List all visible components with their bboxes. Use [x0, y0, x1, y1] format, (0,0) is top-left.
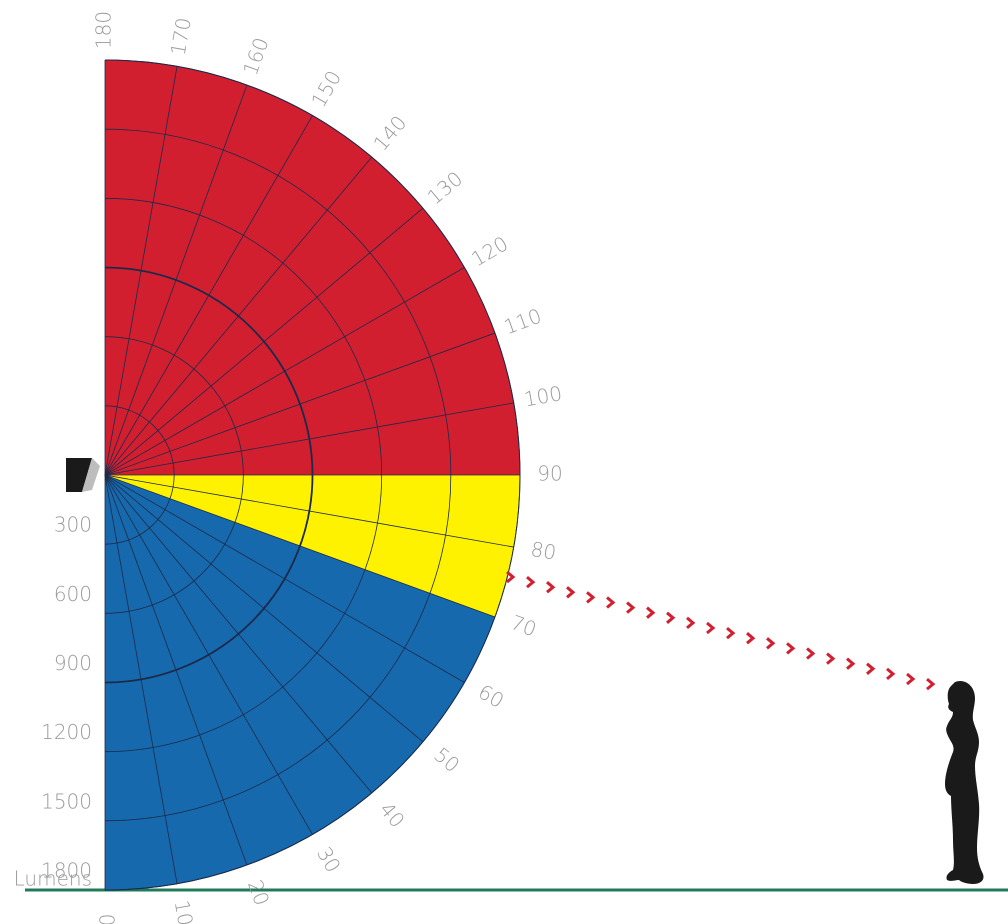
r-tick-label: 1500 — [41, 789, 92, 813]
radial-grid-line — [104, 474, 313, 835]
outer-outline — [104, 59, 521, 891]
theta-tick-label: 90 — [537, 462, 562, 486]
radial-grid-line — [104, 267, 465, 476]
theta-tick-label: 20 — [243, 877, 274, 909]
chevron — [626, 601, 636, 614]
sight-arrows — [506, 570, 936, 691]
r-tick-label: 300 — [54, 513, 92, 537]
chevron — [846, 657, 856, 670]
r-tick-label: 1800 — [41, 859, 92, 883]
radial-grid-line — [104, 474, 373, 794]
theta-tick-label: 110 — [501, 304, 545, 340]
theta-tick-label: 100 — [522, 381, 564, 411]
theta-tick-label: 80 — [529, 537, 558, 565]
radial-grid-line — [104, 474, 496, 618]
r-tick-label: 900 — [54, 651, 92, 675]
chevron — [926, 677, 936, 691]
radial-grid-line — [104, 207, 424, 476]
chevron — [546, 581, 556, 594]
r-tick-label: 1200 — [41, 720, 92, 744]
radial-grid-line — [104, 66, 178, 476]
theta-tick-label: 130 — [423, 166, 468, 209]
r-axis-label: Lumens — [14, 867, 92, 891]
radial-grid-line — [104, 156, 373, 476]
theta-tick-label: 30 — [312, 843, 346, 877]
theta-tick-label: 60 — [474, 679, 508, 713]
theta-tick-label: 150 — [306, 66, 346, 111]
chevron — [706, 621, 716, 635]
chevron — [806, 647, 816, 660]
theta-tick-label: 140 — [368, 111, 411, 156]
chevron — [606, 596, 616, 609]
r-tick-label: 600 — [54, 582, 92, 606]
chevron — [906, 672, 916, 686]
chevron — [506, 570, 516, 584]
radial-grid-line — [104, 474, 248, 866]
radial-grid-line — [104, 332, 496, 476]
radial-grid-line — [104, 474, 465, 683]
radial-grid-line — [104, 474, 514, 548]
theta-tick-label: 170 — [166, 16, 196, 58]
chevron — [786, 642, 796, 655]
chevron — [746, 632, 756, 645]
radial-grid-line — [104, 402, 514, 476]
chevron — [886, 667, 896, 681]
theta-tick-label: 40 — [375, 797, 410, 832]
lamp — [66, 458, 100, 492]
zone-sector — [105, 475, 520, 617]
theta-tick-label: 70 — [508, 610, 540, 641]
radial-grid-line — [104, 474, 424, 743]
chevron — [646, 606, 656, 619]
chevron — [526, 575, 536, 589]
chevron — [686, 616, 696, 630]
radial-grid-line — [104, 115, 313, 476]
theta-tick-label: 180 — [92, 11, 116, 49]
chevron — [726, 626, 736, 640]
chevron — [766, 637, 776, 650]
zone-sector — [105, 60, 520, 475]
chevron — [866, 662, 876, 675]
theta-tick-label: 0 — [95, 914, 119, 924]
theta-tick-label: 10 — [170, 898, 198, 924]
chevron — [666, 611, 676, 624]
person-silhouette — [945, 680, 984, 884]
chevron — [566, 586, 576, 599]
theta-tick-label: 50 — [429, 743, 464, 778]
chevron — [826, 652, 836, 665]
zone-sector — [105, 475, 495, 890]
radial-grid-line — [104, 84, 248, 476]
chevron — [586, 591, 596, 604]
radial-grid-line — [104, 474, 178, 884]
theta-tick-label: 120 — [467, 231, 512, 271]
theta-tick-label: 160 — [238, 34, 274, 78]
